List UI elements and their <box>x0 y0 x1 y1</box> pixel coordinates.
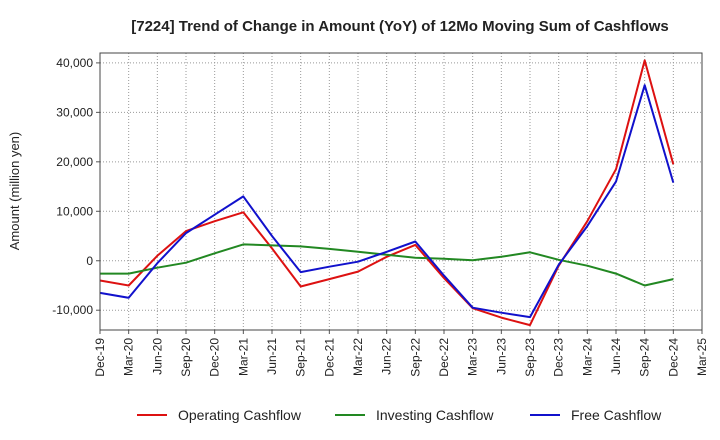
x-tick-label: Mar-23 <box>466 338 480 376</box>
y-tick-label: 20,000 <box>56 155 93 169</box>
legend-label-2: Investing Cashflow <box>376 407 494 423</box>
y-tick-label: 40,000 <box>56 56 93 70</box>
x-tick-label: Jun-24 <box>609 338 623 375</box>
x-tick-label: Sep-22 <box>408 338 422 377</box>
x-tick-label: Jun-23 <box>494 338 508 375</box>
axes: Dec-19 Mar-20 Jun-20 Sep-20 Dec-20 Mar-21 Jun-… <box>52 52 709 377</box>
x-tick-label: Dec-19 <box>93 338 107 377</box>
plot-area <box>100 53 702 330</box>
x-tick-label: Dec-24 <box>666 338 680 377</box>
legend: Operating Cashflow Investing Cashflow Free… <box>137 407 662 423</box>
y-tick-label: 30,000 <box>56 105 93 119</box>
x-tick-label: Dec-20 <box>208 338 222 377</box>
y-tick-label: 0 <box>86 254 93 268</box>
series-layer <box>99 59 675 327</box>
x-tick-label: Jun-20 <box>150 338 164 375</box>
grid <box>99 53 703 330</box>
y-tick-label: 10,000 <box>56 204 93 218</box>
plot-frame <box>99 52 703 331</box>
chart-title: [7224] Trend of Change in Amount (YoY) o… <box>131 18 669 35</box>
legend-label-1: Operating Cashflow <box>178 407 302 423</box>
x-tick-label: Sep-23 <box>523 338 537 377</box>
x-tick-label: Sep-20 <box>179 338 193 377</box>
x-tick-label: Dec-21 <box>322 338 336 377</box>
x-tick-label: Mar-20 <box>122 338 136 376</box>
y-axis-label: Amount (million yen) <box>7 132 22 251</box>
x-tick-label: Jun-22 <box>380 338 394 375</box>
series-line-2 <box>100 243 674 287</box>
x-tick-label: Sep-24 <box>638 338 652 377</box>
x-tick-label: Mar-24 <box>580 338 594 376</box>
x-tick-label: Jun-21 <box>265 338 279 375</box>
x-tick-label: Mar-21 <box>236 338 250 376</box>
legend-label-3: Free Cashflow <box>571 407 662 423</box>
y-tick-label: -10,000 <box>52 303 93 317</box>
x-tick-label: Dec-23 <box>552 338 566 377</box>
x-tick-label: Mar-25 <box>695 338 709 376</box>
series-line-3 <box>99 84 675 319</box>
x-tick-label: Sep-21 <box>294 338 308 377</box>
x-tick-label: Mar-22 <box>351 338 365 376</box>
x-tick-label: Dec-22 <box>437 338 451 377</box>
